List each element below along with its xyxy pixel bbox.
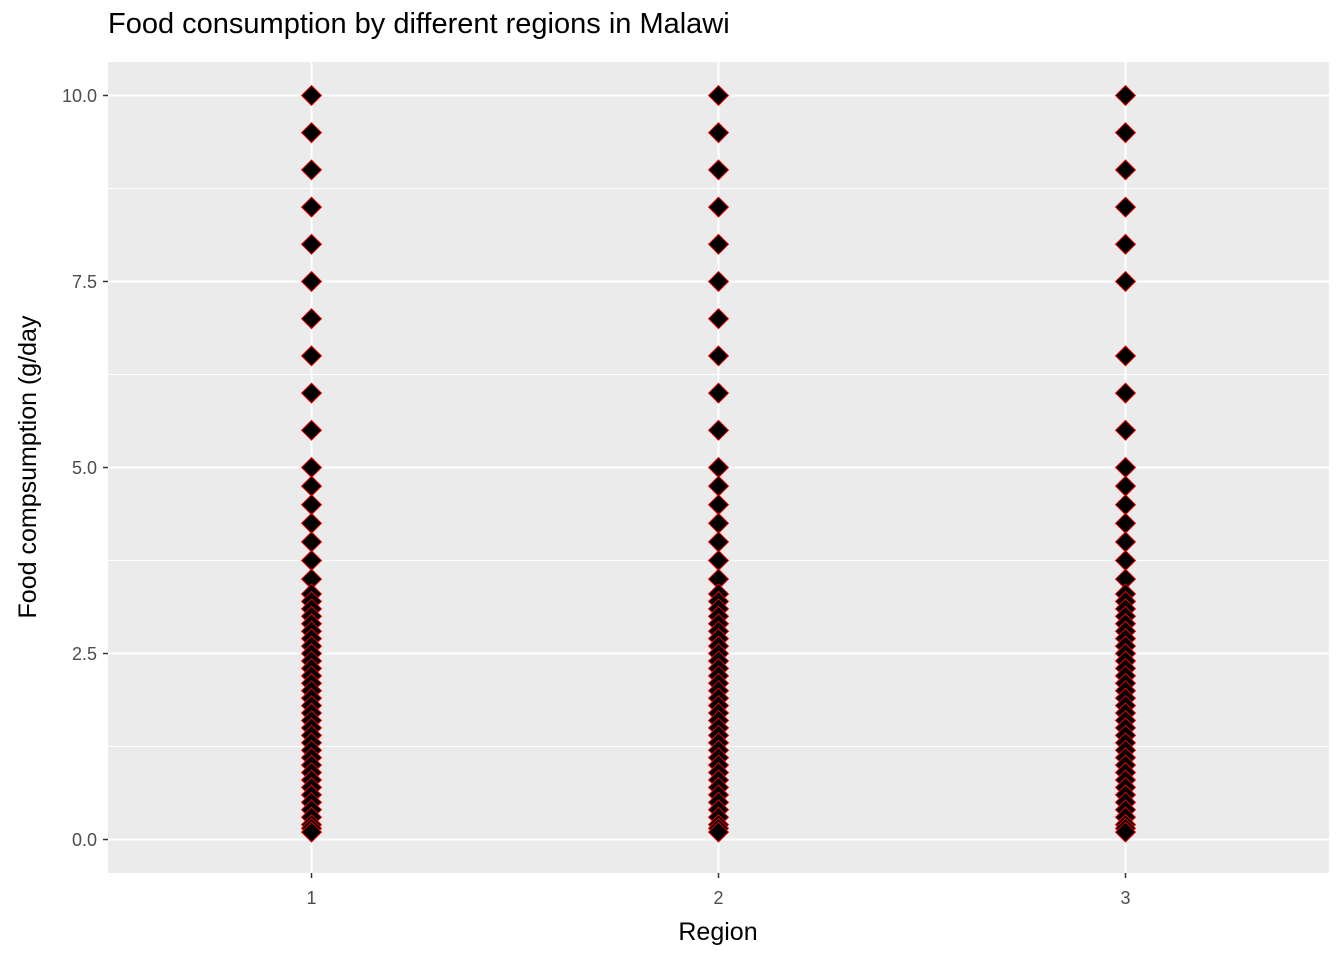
data-point xyxy=(1114,270,1137,293)
data-point xyxy=(300,159,323,181)
data-point xyxy=(707,196,730,218)
x-axis-title: Region xyxy=(678,918,757,946)
y-axis: 0.0 2.5 5.0 7.5 10.0 xyxy=(62,86,108,850)
y-tick-label: 2.5 xyxy=(72,644,97,664)
data-point xyxy=(300,382,323,404)
data-point xyxy=(707,382,730,404)
data-point xyxy=(300,419,323,441)
data-point xyxy=(707,821,730,843)
data-point xyxy=(1114,159,1137,181)
data-point xyxy=(300,233,323,255)
data-point xyxy=(300,345,323,367)
x-axis: 1 2 3 xyxy=(306,873,1131,908)
data-point xyxy=(707,84,730,107)
y-tick-label: 10.0 xyxy=(62,86,97,106)
data-point xyxy=(1114,196,1137,218)
data-point xyxy=(1114,122,1137,144)
data-point xyxy=(300,84,323,107)
y-axis-title: Food compsumption (g/day xyxy=(14,315,42,618)
data-point xyxy=(300,270,323,293)
data-point xyxy=(1114,233,1137,255)
y-tick-label: 7.5 xyxy=(72,272,97,292)
data-point xyxy=(707,122,730,144)
data-point xyxy=(300,196,323,218)
y-tick-label: 0.0 xyxy=(72,830,97,850)
data-point xyxy=(1114,821,1137,843)
data-point xyxy=(707,159,730,181)
data-point xyxy=(707,270,730,293)
data-point xyxy=(707,233,730,255)
data-point xyxy=(300,122,323,144)
data-points xyxy=(300,84,1137,843)
y-tick-label: 5.0 xyxy=(72,458,97,478)
data-point xyxy=(300,308,323,330)
data-point xyxy=(707,419,730,441)
data-point xyxy=(1114,345,1137,367)
chart-title: Food consumption by different regions in… xyxy=(108,8,730,40)
x-tick-label: 2 xyxy=(713,888,723,908)
data-point xyxy=(707,308,730,330)
data-point xyxy=(1114,419,1137,441)
data-point xyxy=(1114,382,1137,404)
data-point xyxy=(707,345,730,367)
data-point xyxy=(300,821,323,843)
x-tick-label: 3 xyxy=(1120,888,1130,908)
data-point xyxy=(1114,84,1137,107)
x-tick-label: 1 xyxy=(306,888,316,908)
